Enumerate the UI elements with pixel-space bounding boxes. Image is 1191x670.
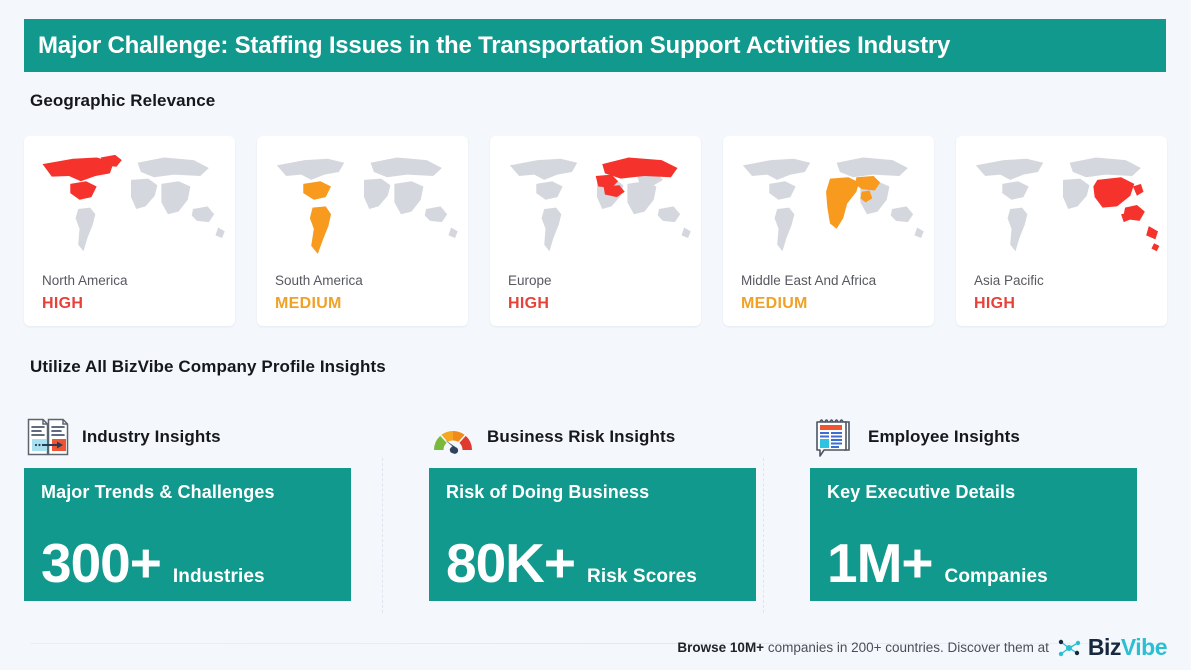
stat-number: 80K+ (446, 531, 576, 594)
stat-unit: Risk Scores (587, 565, 697, 587)
stat-caption: Major Trends & Challenges (41, 482, 275, 502)
geographic-relevance-heading: Geographic Relevance (30, 91, 216, 110)
world-map-icon (265, 144, 463, 266)
insight-title: Employee Insights (868, 427, 1020, 446)
world-map-icon (498, 144, 696, 266)
geo-card-region-label: North America (42, 273, 128, 288)
insight-column-industry: Industry Insights Major Trends & Challen… (24, 406, 405, 616)
stat-unit: Industries (172, 565, 265, 587)
bizvibe-network-icon (1057, 637, 1083, 659)
bizvibe-wordmark: BizVibe (1087, 634, 1168, 661)
stat-caption: Risk of Doing Business (446, 482, 650, 502)
footer-divider (30, 643, 1166, 644)
geographic-cards-row: North America HIGH South America (24, 136, 1167, 326)
insight-column-employee: Employee Insights Key Executive Details … (786, 406, 1167, 616)
insights-row: Industry Insights Major Trends & Challen… (24, 406, 1167, 616)
footer-lead: Browse 10M+ (677, 640, 765, 655)
world-map-icon (32, 144, 230, 266)
notepad-speech-icon (811, 414, 857, 460)
bizvibe-logo[interactable]: BizVibe (1057, 634, 1168, 661)
geo-card-south-america[interactable]: South America MEDIUM (257, 136, 468, 326)
geo-card-north-america[interactable]: North America HIGH (24, 136, 235, 326)
stat-figure: 1M+ Companies (827, 531, 1048, 594)
geo-card-middle-east-and-africa[interactable]: Middle East And Africa MEDIUM (723, 136, 934, 326)
geo-card-region-label: South America (275, 273, 363, 288)
logo-first-part: Biz (1087, 634, 1122, 660)
world-map-icon (964, 144, 1162, 266)
risk-gauge-icon (430, 414, 476, 460)
stat-box-employee: Key Executive Details 1M+ Companies (810, 468, 1137, 601)
header-banner: Major Challenge: Staffing Issues in the … (24, 19, 1166, 72)
stat-number: 300+ (41, 531, 162, 594)
geo-card-level-badge: HIGH (508, 295, 550, 312)
page-title: Major Challenge: Staffing Issues in the … (38, 31, 951, 59)
footer-text: Browse 10M+ companies in 200+ countries.… (677, 640, 1048, 655)
footer: Browse 10M+ companies in 200+ countries.… (677, 634, 1167, 661)
geo-card-region-label: Asia Pacific (974, 273, 1044, 288)
stat-box-business-risk: Risk of Doing Business 80K+ Risk Scores (429, 468, 756, 601)
geo-card-level-badge: HIGH (974, 295, 1016, 312)
stat-figure: 80K+ Risk Scores (446, 531, 697, 594)
stat-caption: Key Executive Details (827, 482, 1016, 502)
column-divider (763, 458, 764, 613)
world-map-icon (731, 144, 929, 266)
footer-rest: companies in 200+ countries. Discover th… (764, 640, 1049, 655)
geo-card-asia-pacific[interactable]: Asia Pacific HIGH (956, 136, 1167, 326)
geo-card-level-badge: MEDIUM (741, 295, 808, 312)
geo-card-region-label: Middle East And Africa (741, 273, 877, 288)
geo-card-level-badge: MEDIUM (275, 295, 342, 312)
documents-arrow-icon (25, 414, 71, 460)
stat-number: 1M+ (827, 531, 934, 594)
column-divider (382, 458, 383, 613)
insight-header: Industry Insights (24, 406, 405, 468)
geo-card-region-label: Europe (508, 273, 552, 288)
insight-title: Business Risk Insights (487, 427, 676, 446)
insight-column-business-risk: Business Risk Insights Risk of Doing Bus… (405, 406, 786, 616)
insight-title: Industry Insights (82, 427, 221, 446)
insight-header: Business Risk Insights (429, 406, 786, 468)
geo-card-level-badge: HIGH (42, 295, 84, 312)
insight-header: Employee Insights (810, 406, 1167, 468)
stat-box-industry: Major Trends & Challenges 300+ Industrie… (24, 468, 351, 601)
stat-unit: Companies (944, 565, 1048, 587)
geo-card-europe[interactable]: Europe HIGH (490, 136, 701, 326)
stat-figure: 300+ Industries (41, 531, 265, 594)
logo-second-part: Vibe (1120, 634, 1168, 660)
insights-heading: Utilize All BizVibe Company Profile Insi… (30, 357, 386, 376)
